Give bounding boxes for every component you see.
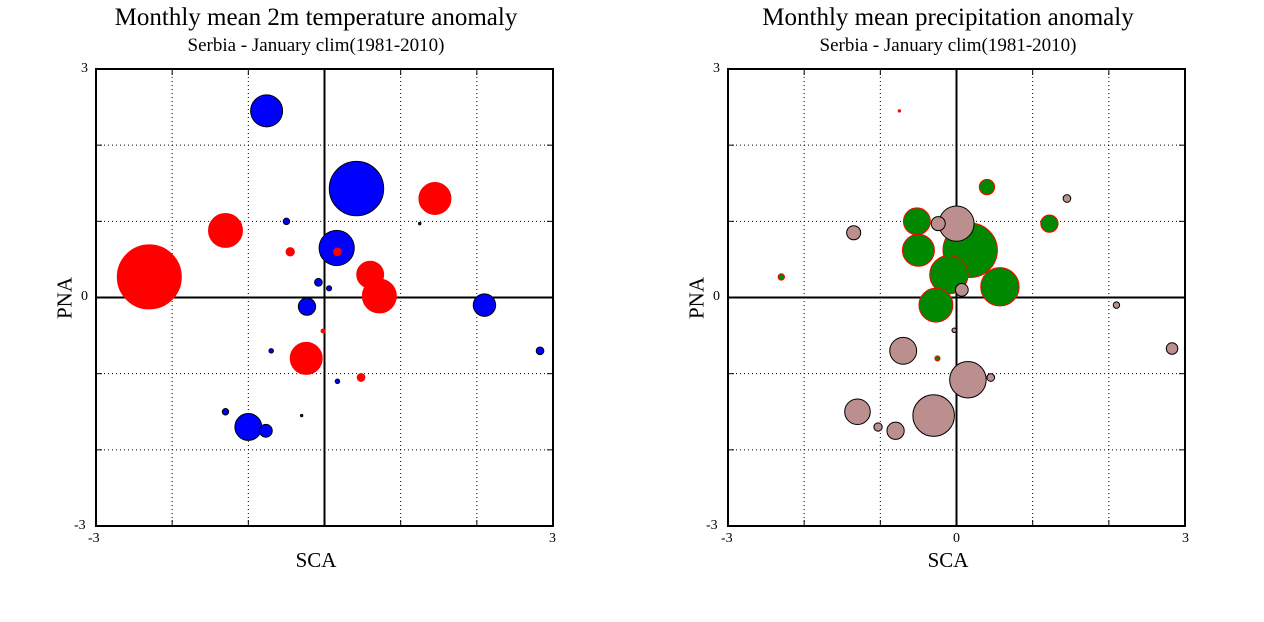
data-point-series-2 [949,361,987,399]
data-point-series-1 [934,355,941,362]
data-point-series-2 [472,293,497,317]
data-point-series-1 [116,244,182,310]
plot-frame [727,68,1186,527]
data-point-series-1 [918,287,954,323]
data-point-series-1 [902,207,931,236]
data-point-series-2 [1062,194,1072,203]
chart-subtitle: Serbia - January clim(1981-2010) [187,35,445,56]
data-point-series-2 [334,378,341,385]
data-point-series-2 [328,160,385,217]
x-tick-left: -3 [88,531,100,546]
data-point-series-1 [285,247,295,257]
x-axis-label: SCA [295,548,337,572]
x-tick-right: 3 [1182,531,1189,546]
data-point-series-2 [844,398,871,426]
chart-title: Monthly mean 2m temperature anomaly [114,4,518,31]
data-point-series-2 [535,346,545,356]
data-point-series-2 [314,277,323,287]
data-point-series-1 [1040,214,1059,233]
data-point-series-1 [418,181,452,215]
data-point-series-1 [333,247,342,257]
data-point-series-2 [297,297,317,316]
x-tick-right: 3 [549,531,556,546]
y-tick-middle: 0 [713,289,720,304]
temperature-panel: Monthly mean 2m temperature anomaly Serb… [52,4,557,572]
data-point-series-1 [897,109,902,113]
data-point-series-2 [930,216,946,232]
data-point-series-2 [889,336,918,365]
y-tick-top: 3 [713,61,720,76]
data-point-series-2 [258,423,273,438]
data-point-series-2 [912,394,955,437]
data-point-series-2 [873,422,883,432]
plot-frame [95,68,554,527]
x-tick-middle: 0 [953,531,960,546]
data-point-series-2 [951,327,957,333]
data-point-series-2 [1165,342,1179,355]
precipitation-scatter-plot [727,68,1186,527]
data-point-series-1 [777,273,786,281]
y-tick-top: 3 [81,61,88,76]
data-point-series-2 [954,282,969,297]
data-point-series-1 [901,233,935,267]
chart-title: Monthly mean precipitation anomaly [762,4,1134,31]
data-point-series-2 [418,221,422,226]
data-point-series-1 [320,328,326,334]
data-point-series-1 [356,260,385,289]
data-point-series-2 [1112,301,1121,309]
data-point-series-2 [268,348,274,354]
y-tick-bottom: -3 [706,518,718,533]
data-point-series-2 [221,408,230,416]
data-point-series-2 [886,421,905,440]
data-point-series-1 [356,373,366,382]
data-point-series-2 [250,94,284,128]
y-axis-label: PNA [52,276,77,320]
data-point-series-2 [282,217,291,226]
y-tick-bottom: -3 [74,518,86,533]
data-point-series-1 [980,267,1020,307]
data-point-series-2 [299,413,304,418]
x-tick-left: -3 [721,531,733,546]
data-point-series-2 [326,285,333,292]
data-point-series-2 [986,373,996,382]
data-point-series-1 [289,341,323,375]
temperature-scatter-plot [95,68,554,527]
data-point-series-2 [846,225,862,241]
data-point-series-1 [978,178,996,196]
x-axis-label: SCA [927,548,969,572]
data-point-series-2 [234,413,263,441]
y-axis-label: PNA [684,276,709,320]
y-tick-middle: 0 [81,289,88,304]
chart-subtitle: Serbia - January clim(1981-2010) [819,35,1077,56]
precipitation-panel: Monthly mean precipitation anomaly Serbi… [632,0,1264,622]
data-point-series-1 [208,213,243,248]
